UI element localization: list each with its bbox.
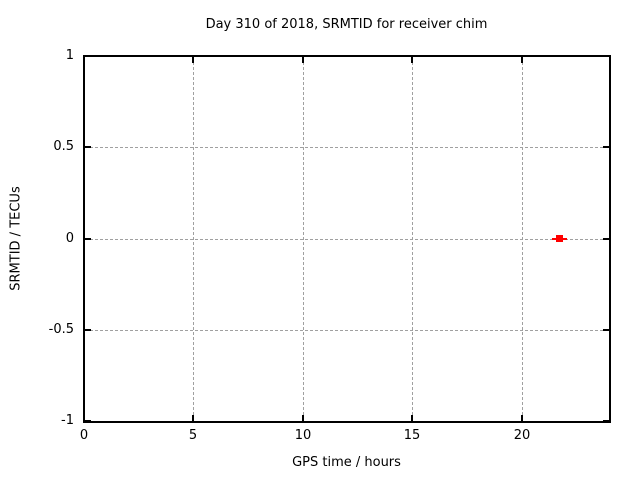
x-tick-label: 20	[513, 428, 531, 443]
y-tick-label: 0	[65, 231, 74, 246]
y-tick	[85, 55, 91, 57]
y-tick	[85, 420, 91, 422]
chart-title: Day 310 of 2018, SRMTID for receiver chi…	[205, 17, 488, 32]
y-tick	[603, 146, 609, 148]
y-tick-label: -0.5	[48, 322, 74, 337]
x-tick	[521, 415, 523, 421]
x-tick-label: 15	[403, 428, 421, 443]
y-tick-label: 1	[65, 48, 74, 63]
x-tick	[83, 415, 85, 421]
x-tick	[411, 57, 413, 63]
x-gridline	[193, 57, 194, 420]
x-gridline	[303, 57, 304, 420]
y-tick-label: -1	[61, 413, 74, 428]
y-tick	[603, 329, 609, 331]
y-gridline	[85, 330, 608, 331]
y-tick	[85, 146, 91, 148]
y-tick	[85, 329, 91, 331]
x-gridline	[412, 57, 413, 420]
plot-area-border	[83, 55, 611, 423]
x-tick-label: 5	[188, 428, 198, 443]
x-tick	[411, 415, 413, 421]
x-tick	[192, 415, 194, 421]
y-tick	[85, 238, 91, 240]
x-tick	[192, 57, 194, 63]
y-gridline	[85, 147, 608, 148]
y-tick	[603, 238, 609, 240]
data-point-marker	[556, 235, 563, 242]
y-tick	[603, 55, 609, 57]
x-tick	[302, 415, 304, 421]
x-tick	[302, 57, 304, 63]
x-axis-title: GPS time / hours	[292, 455, 401, 470]
y-tick	[603, 420, 609, 422]
x-tick-label: 10	[294, 428, 312, 443]
x-tick	[521, 57, 523, 63]
y-gridline	[85, 239, 608, 240]
x-tick-label: 0	[79, 428, 89, 443]
x-gridline	[522, 57, 523, 420]
y-tick-label: 0.5	[53, 139, 74, 154]
x-tick	[83, 57, 85, 63]
